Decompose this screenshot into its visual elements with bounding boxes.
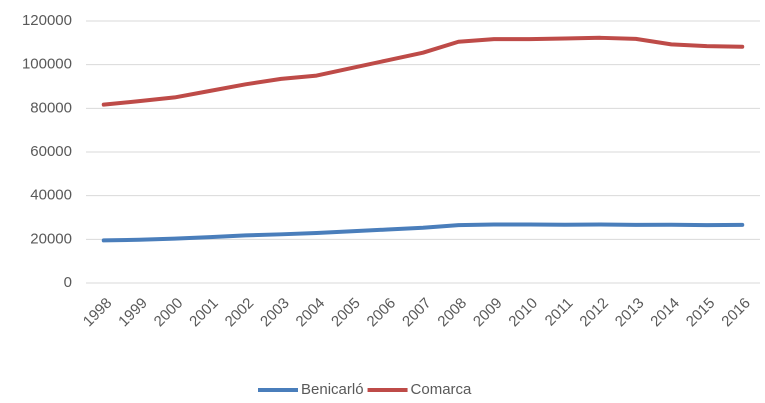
x-tick-label: 2000 <box>151 295 187 331</box>
x-tick-label: 2013 <box>612 295 648 331</box>
y-tick-label: 40000 <box>30 187 72 204</box>
y-tick-label: 20000 <box>30 230 72 247</box>
y-tick-label: 80000 <box>30 99 72 116</box>
x-tick-label: 2001 <box>186 295 222 331</box>
x-tick-label: 2012 <box>576 295 612 331</box>
x-tick-label: 2003 <box>257 295 293 331</box>
legend-label: Benicarló <box>301 381 364 398</box>
x-tick-label: 2008 <box>434 295 470 331</box>
legend-label: Comarca <box>411 381 473 398</box>
y-tick-label: 60000 <box>30 143 72 160</box>
line <box>101 222 745 243</box>
x-tick-label: 2005 <box>328 295 364 331</box>
x-tick-label: 2010 <box>505 295 541 331</box>
x-tick-label: 2009 <box>470 295 506 331</box>
y-tick-label: 100000 <box>22 56 72 73</box>
x-tick-label: 2007 <box>399 295 435 331</box>
x-tick-label: 2011 <box>542 295 577 330</box>
x-tick-label: 1999 <box>115 295 151 331</box>
y-tick-label: 0 <box>64 274 72 291</box>
x-tick-label: 2014 <box>647 295 683 331</box>
x-tick-label: 2006 <box>364 295 400 331</box>
x-tick-label: 1998 <box>80 295 116 331</box>
x-tick-label: 2015 <box>683 295 719 331</box>
y-tick-label: 120000 <box>22 12 72 29</box>
x-tick-label: 2016 <box>718 295 754 331</box>
x-tick-label: 2004 <box>293 295 329 331</box>
line <box>101 35 745 107</box>
x-tick-label: 2002 <box>222 295 258 331</box>
